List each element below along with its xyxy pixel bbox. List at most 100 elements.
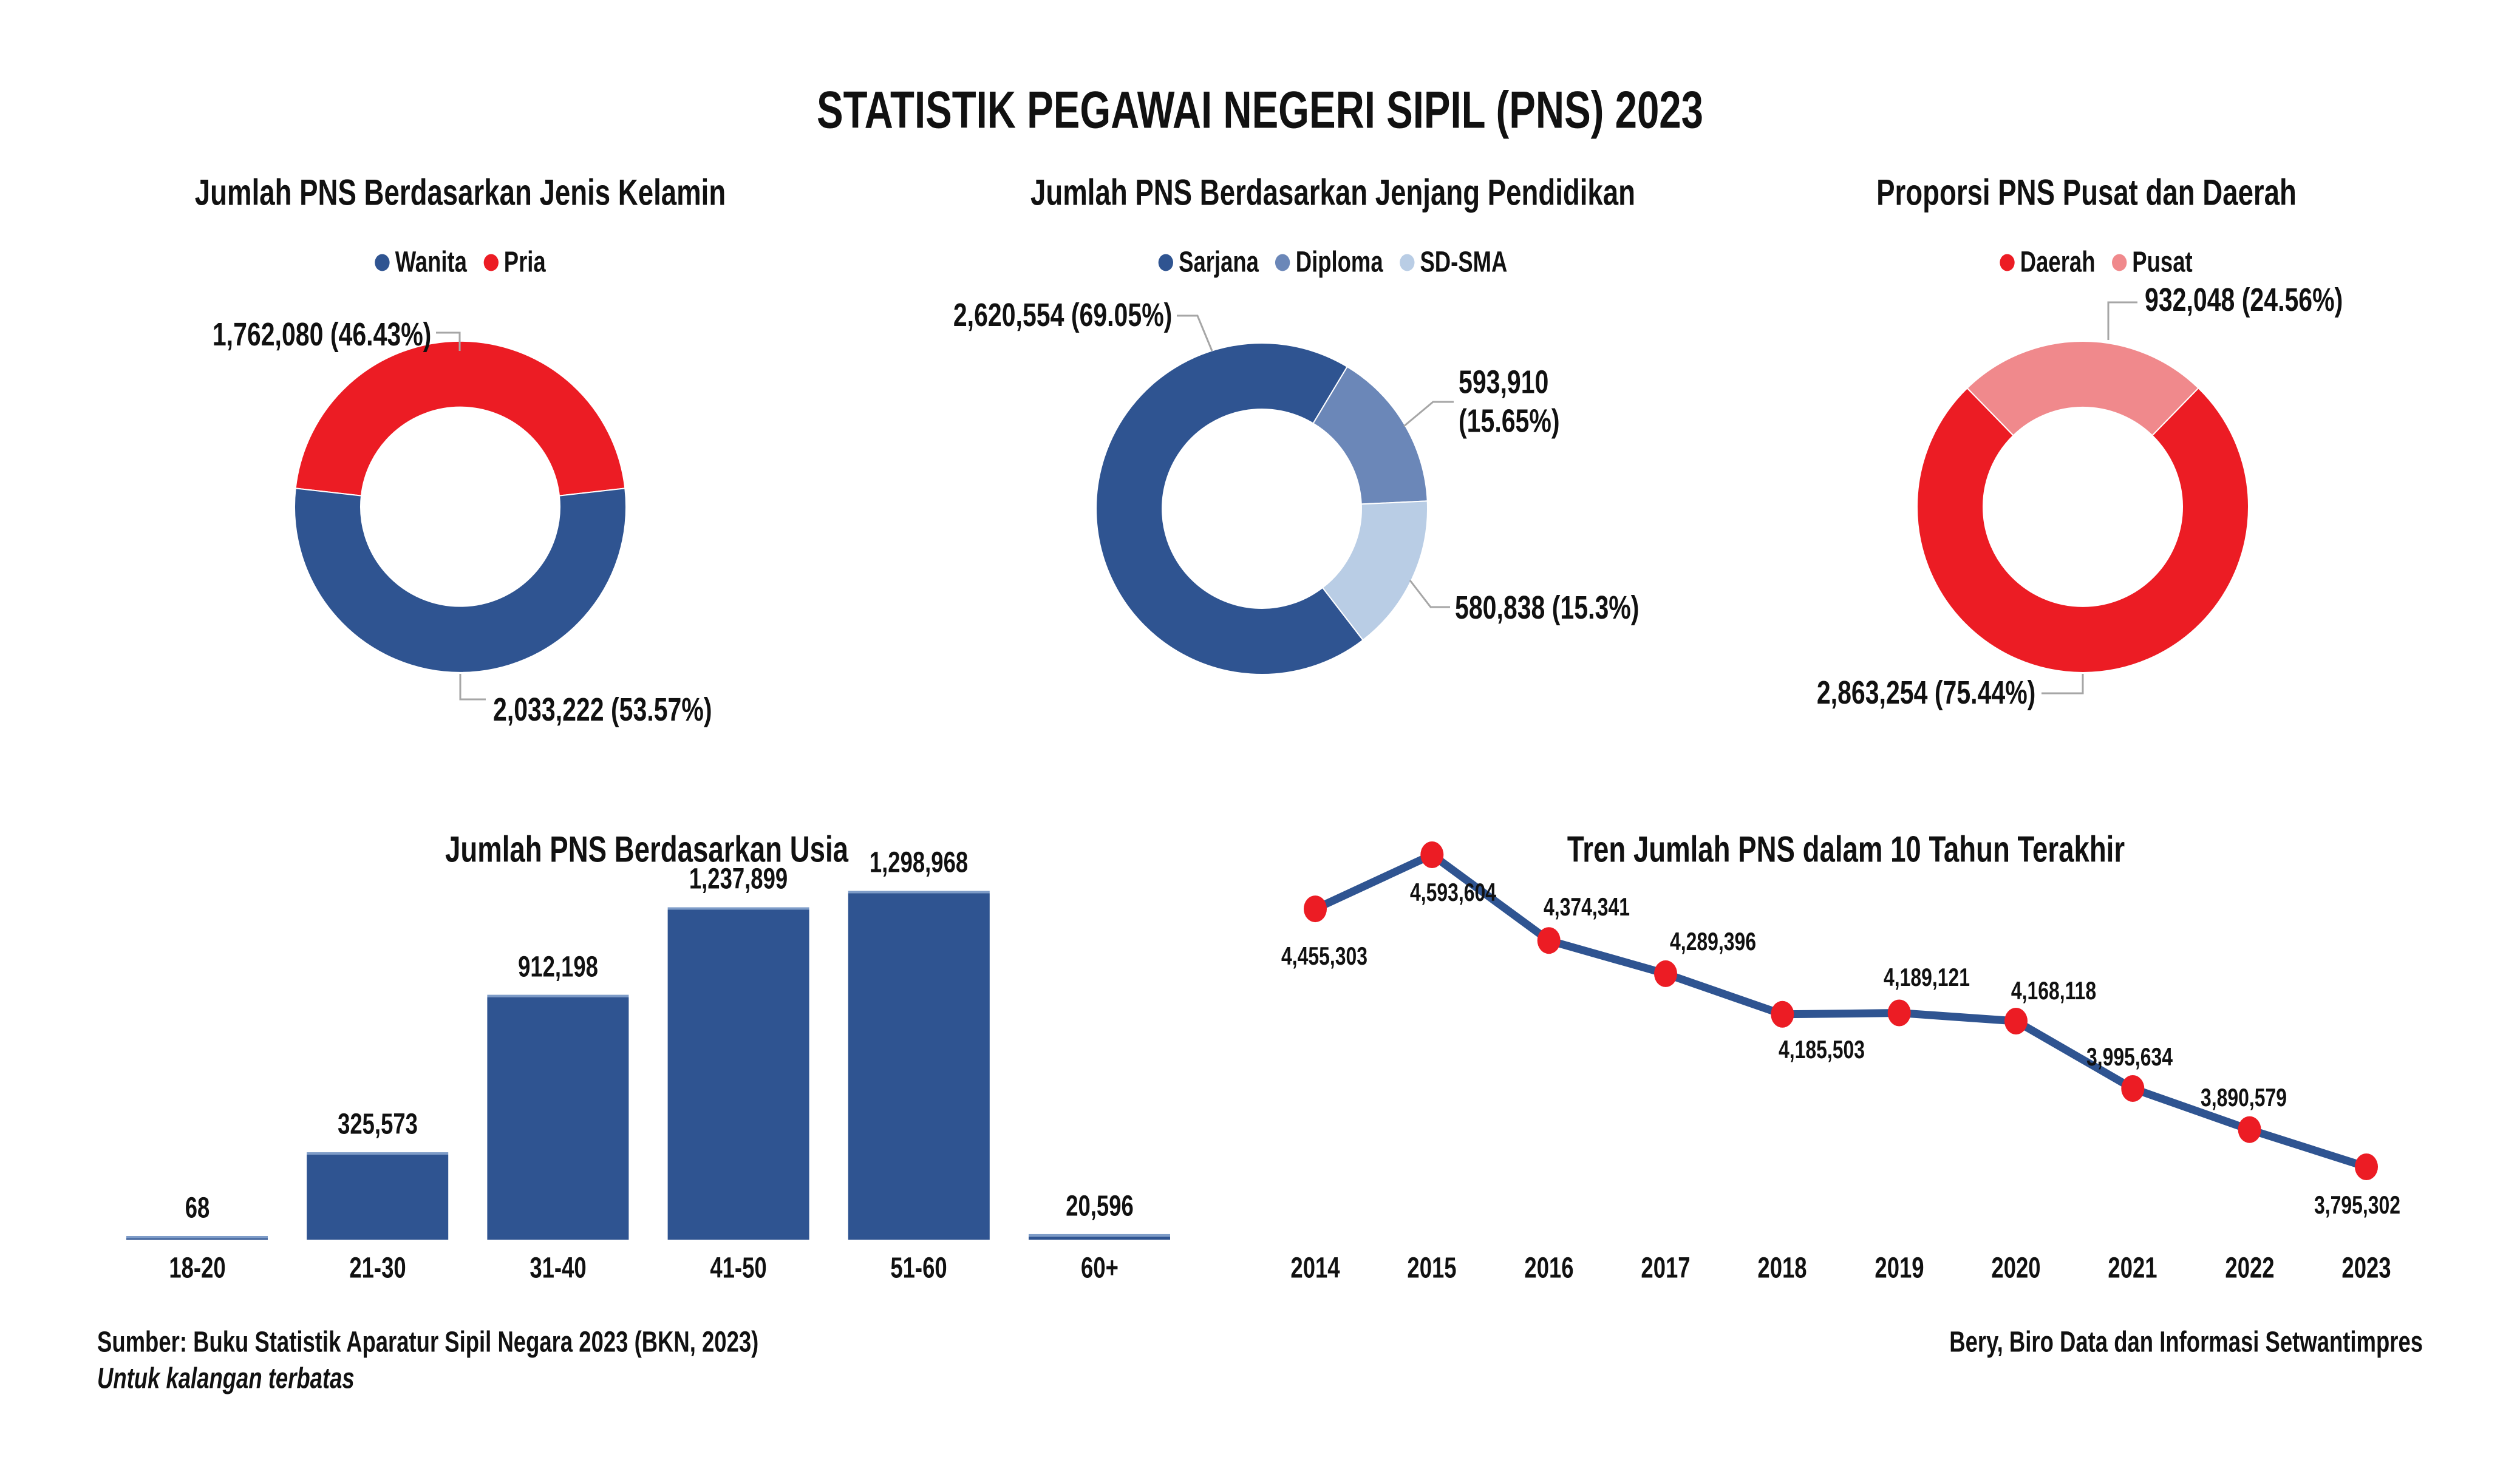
data-point-2020	[2004, 1008, 2028, 1034]
bar-top-edge-60+	[1029, 1234, 1170, 1237]
data-point-2014	[1304, 895, 1327, 923]
bar-value-label-18-20: 68	[185, 1192, 209, 1224]
x-axis-label-2015: 2015	[1407, 1252, 1457, 1285]
bar-top-edge-51-60	[848, 891, 990, 894]
bar-category-label-41-50: 41-50	[710, 1252, 767, 1285]
data-point-2017	[1654, 960, 1677, 987]
x-axis-label-2022: 2022	[2225, 1252, 2275, 1285]
line-value-label-2016: 4,374,341	[1543, 892, 1630, 922]
legend-swatch-icon	[375, 254, 390, 271]
donut-1-data-label-sd-sma: 580,838 (15.3%)	[1455, 589, 1640, 627]
legend-donut-0: Wanita Pria	[375, 246, 546, 279]
data-point-2015	[1420, 841, 1444, 868]
donut-2-label-connector-0	[2107, 301, 2137, 340]
line-value-label-2014: 4,455,303	[1281, 942, 1368, 971]
line-chart-title: Tren Jumlah PNS dalam 10 Tahun Terakhir	[1567, 829, 2125, 870]
page-title: STATISTIK PEGAWAI NEGERI SIPIL (PNS) 202…	[816, 81, 1704, 140]
donut-2-label-connector-1	[2042, 674, 2084, 695]
legend-swatch-icon	[1158, 254, 1173, 271]
x-axis-label-2017: 2017	[1641, 1252, 1691, 1285]
legend-swatch-icon	[1399, 254, 1415, 271]
source-note: Sumber: Buku Statistik Aparatur Sipil Ne…	[97, 1326, 759, 1359]
donut-gender-title: Jumlah PNS Berdasarkan Jenis Kelamin	[194, 172, 726, 213]
legend-label: Pria	[503, 246, 546, 279]
x-axis-label-2018: 2018	[1757, 1252, 1807, 1285]
donut-education-title: Jumlah PNS Berdasarkan Jenjang Pendidika…	[1030, 172, 1635, 213]
line-value-label-2015: 4,593,604	[1410, 878, 1497, 907]
credit-note: Bery, Biro Data dan Informasi Setwantimp…	[1949, 1326, 2423, 1359]
donut-0-label-connector-0	[436, 331, 461, 351]
bar-31-40	[487, 997, 629, 1240]
legend-swatch-icon	[2111, 254, 2127, 271]
donut-1-label-connector-2	[1409, 580, 1450, 608]
bar-category-label-18-20: 18-20	[168, 1252, 226, 1285]
donut-2-data-label-daerah: 2,863,254 (75.44%)	[1816, 674, 2035, 712]
bar-top-edge-31-40	[487, 994, 629, 997]
x-axis-label-2014: 2014	[1290, 1252, 1340, 1285]
bar-category-label-21-30: 21-30	[349, 1252, 406, 1285]
legend-donut-1: Sarjana Diploma SD-SMA	[1158, 246, 1508, 279]
legend-label: SD-SMA	[1420, 246, 1508, 279]
legend-label: Sarjana	[1179, 246, 1259, 279]
legend-swatch-icon	[483, 254, 499, 271]
donut-1-data-label-sarjana: 2,620,554 (69.05%)	[953, 297, 1172, 334]
bar-60+	[1029, 1236, 1170, 1240]
legend-item-pria: Pria	[483, 246, 546, 279]
legend-label: Daerah	[2020, 246, 2096, 279]
legend-item-sd-sma: SD-SMA	[1399, 246, 1508, 279]
bar-value-label-51-60: 1,298,968	[870, 847, 969, 880]
x-axis-label-2023: 2023	[2341, 1252, 2391, 1285]
data-point-2019	[1887, 999, 1911, 1027]
legend-label: Wanita	[395, 246, 467, 279]
donut-0-data-label-wanita: 2,033,222 (53.57%)	[493, 691, 712, 728]
donut-1-label-connector-1	[1403, 401, 1454, 427]
legend-label: Diploma	[1295, 246, 1383, 279]
line-value-label-2017: 4,289,396	[1669, 927, 1756, 956]
legend-swatch-icon	[1275, 254, 1290, 271]
bar-51-60	[848, 893, 990, 1240]
data-point-2016	[1537, 927, 1561, 954]
bar-41-50	[667, 909, 809, 1240]
line-value-label-2018: 4,185,503	[1779, 1035, 1865, 1064]
legend-donut-2: Daerah Pusat	[2000, 246, 2193, 279]
bar-value-label-41-50: 1,237,899	[689, 863, 788, 896]
bar-value-label-31-40: 912,198	[517, 951, 598, 983]
legend-swatch-icon	[2000, 254, 2015, 271]
line-value-label-2022: 3,890,579	[2200, 1082, 2287, 1112]
x-axis-label-2019: 2019	[1875, 1252, 1924, 1285]
line-value-label-2020: 4,168,118	[2011, 976, 2097, 1005]
donut-2-slice-pusat	[1966, 341, 2199, 436]
legend-label: Pusat	[2132, 246, 2193, 279]
bar-18-20	[126, 1238, 268, 1240]
line-value-label-2019: 4,189,121	[1883, 963, 1970, 992]
donut-2-data-label-pusat: 932,048 (24.56%)	[2145, 282, 2343, 319]
legend-item-sarjana: Sarjana	[1158, 246, 1259, 279]
bar-category-label-51-60: 51-60	[890, 1252, 947, 1285]
donut-central-regional-title: Proporsi PNS Pusat dan Daerah	[1876, 172, 2297, 213]
donut-2-slice-daerah	[1916, 387, 2249, 673]
x-axis-label-2020: 2020	[1991, 1252, 2041, 1285]
bar-top-edge-41-50	[667, 907, 809, 910]
legend-item-diploma: Diploma	[1275, 246, 1383, 279]
bar-chart-title: Jumlah PNS Berdasarkan Usia	[444, 829, 849, 870]
donut-0-slice-pria	[295, 340, 626, 497]
bar-21-30	[307, 1155, 449, 1240]
bar-value-label-60+: 20,596	[1065, 1190, 1134, 1223]
legend-item-wanita: Wanita	[375, 246, 467, 279]
donut-1-slice-sarjana	[1095, 342, 1364, 676]
data-point-2021	[2121, 1075, 2145, 1102]
x-axis-label-2016: 2016	[1524, 1252, 1574, 1285]
restricted-note: Untuk kalangan terbatas	[97, 1362, 355, 1395]
bar-top-edge-21-30	[307, 1152, 449, 1155]
line-value-label-2023: 3,795,302	[2314, 1190, 2400, 1220]
bar-top-edge-18-20	[126, 1236, 268, 1238]
donut-1-slice-sd-sma	[1321, 500, 1428, 641]
donut-0-slice-wanita	[294, 487, 627, 673]
donut-0-label-connector-1	[459, 674, 486, 701]
legend-item-pusat: Pusat	[2111, 246, 2193, 279]
trend-line	[1311, 851, 2371, 1171]
bar-value-label-21-30: 325,573	[337, 1108, 418, 1141]
x-axis-label-2021: 2021	[2108, 1252, 2157, 1285]
data-point-2023	[2355, 1153, 2378, 1180]
